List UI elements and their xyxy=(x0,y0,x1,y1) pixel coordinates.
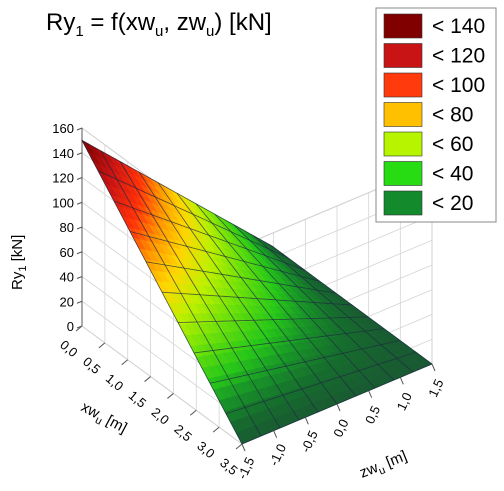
x-tick-mark xyxy=(189,409,197,416)
z-tick-label: 60 xyxy=(60,245,74,260)
y-tick-label: -1,5 xyxy=(234,455,257,482)
y-tick-mark xyxy=(399,377,404,385)
legend-swatch xyxy=(383,131,423,157)
y-tick-mark xyxy=(241,443,246,452)
y-tick-mark xyxy=(304,417,309,425)
legend-swatch xyxy=(383,102,423,127)
legend-label: < 140 xyxy=(432,15,485,38)
z-tick-label: 160 xyxy=(52,121,74,136)
x-axis-label: xwu [m] xyxy=(77,399,130,440)
mesh-line xyxy=(195,203,357,397)
legend-swatch xyxy=(383,190,423,216)
mesh-line xyxy=(193,328,385,354)
z-tick-mark xyxy=(76,201,83,205)
legend-swatch xyxy=(383,72,423,98)
y-tick-label: 1,5 xyxy=(425,377,446,400)
z-tick-mark xyxy=(76,152,83,156)
z-tick-mark xyxy=(76,251,83,255)
y-tick-mark xyxy=(431,363,436,372)
legend: < 140 < 120 < 100 < 80 < 60 < 40 < 20 xyxy=(375,7,497,223)
legend-swatch xyxy=(383,161,423,186)
z-tick-mark xyxy=(76,127,83,131)
legend-label: < 40 xyxy=(432,163,473,186)
y-tick-mark xyxy=(273,430,278,438)
mesh-line xyxy=(271,245,433,365)
x-tick-label: 1,5 xyxy=(126,388,149,411)
mesh-line xyxy=(176,192,338,405)
x-tick-label: 2,5 xyxy=(171,421,194,444)
legend-swatch xyxy=(383,13,423,39)
x-tick-label: 0,5 xyxy=(80,354,103,377)
z-axis-ticks: 0 20 40 60 80 100 120 140 160 xyxy=(52,121,83,334)
x-tick-label: 2,0 xyxy=(149,404,172,427)
surface-mesh xyxy=(81,140,433,445)
y-tick-label: -0,5 xyxy=(298,428,321,455)
y-tick-label: 1,0 xyxy=(394,390,415,413)
mesh-line xyxy=(177,316,369,323)
x-tick-mark xyxy=(235,443,243,450)
x-tick-mark xyxy=(98,342,106,349)
legend-label: < 120 xyxy=(432,45,485,68)
z-tick-mark xyxy=(76,276,83,279)
x-tick-label: 1,0 xyxy=(103,371,126,394)
y-tick-mark xyxy=(368,390,373,398)
y-tick-label: 0,0 xyxy=(330,417,351,440)
z-tick-label: 100 xyxy=(52,195,74,210)
y-tick-label: 0,5 xyxy=(362,403,383,426)
surface-plot xyxy=(81,139,433,445)
legend-label: < 60 xyxy=(432,133,473,156)
x-tick-mark xyxy=(75,325,83,332)
legend-label: < 80 xyxy=(432,104,473,127)
mesh-line xyxy=(209,340,401,384)
legend-label: < 20 xyxy=(432,192,473,215)
mesh-line xyxy=(252,235,414,373)
legend-label: < 100 xyxy=(432,74,485,97)
x-tick-label: 3,0 xyxy=(194,438,217,461)
y-tick-mark xyxy=(336,403,341,412)
z-axis-label: Ry1 [kN] xyxy=(9,235,29,290)
x-tick-mark xyxy=(144,376,151,382)
legend-swatch xyxy=(383,43,423,68)
y-axis-label: zwu [m] xyxy=(357,447,410,484)
z-tick-label: 0 xyxy=(67,319,74,334)
x-tick-mark xyxy=(121,359,129,366)
z-tick-label: 40 xyxy=(60,270,74,285)
x-tick-mark xyxy=(212,426,220,433)
mesh-line xyxy=(214,214,376,389)
z-tick-label: 80 xyxy=(60,220,74,235)
z-tick-label: 140 xyxy=(52,146,74,161)
z-tick-mark xyxy=(76,177,83,180)
mesh-line xyxy=(225,351,417,415)
z-tick-mark xyxy=(76,226,83,230)
z-tick-mark xyxy=(76,300,83,304)
y-tick-label: -1,0 xyxy=(266,441,289,468)
mesh-line xyxy=(233,224,395,381)
z-tick-label: 120 xyxy=(52,171,74,186)
z-tick-label: 20 xyxy=(60,294,74,309)
x-tick-mark xyxy=(167,393,174,399)
x-tick-label: 0,0 xyxy=(57,337,80,360)
chart-title: Ry1 = f(xwu, zwu) [kN] xyxy=(46,9,272,40)
